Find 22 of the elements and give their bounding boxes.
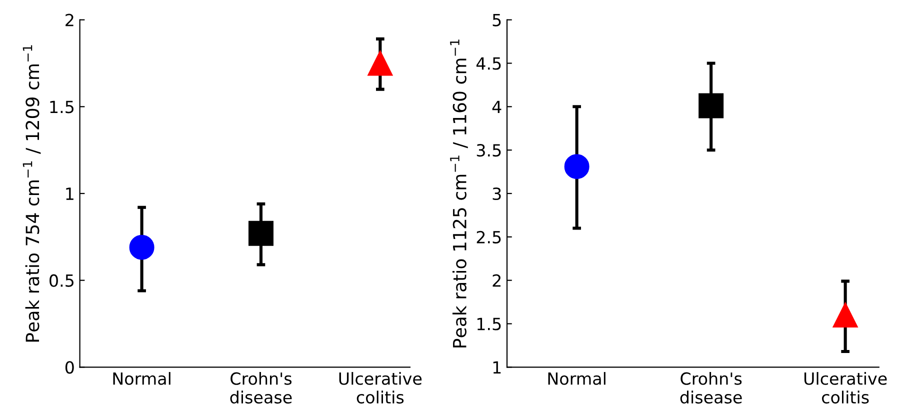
y-tick-label: 1 bbox=[493, 361, 501, 374]
y-tick-label: 1.5 bbox=[50, 100, 74, 114]
y-tick-label: 3.5 bbox=[476, 144, 501, 157]
x-tick-label: Crohn's disease bbox=[680, 372, 742, 404]
y-tick-label: 4.5 bbox=[476, 57, 501, 70]
y-tick-label: 5 bbox=[492, 14, 501, 26]
y-tick-label: 0 bbox=[65, 361, 74, 374]
y-axis-title: Peak ratio 1125 cm$^{−1}$ / 1160 cm$^{−1}$ bbox=[450, 40, 468, 348]
y-axis-title: Peak ratio 754 cm$^{−1}$ / 1209 cm$^{−1}$ bbox=[22, 45, 41, 342]
y-tick-label: 3 bbox=[492, 187, 501, 200]
y-tick-label: 1.5 bbox=[477, 318, 501, 330]
y-tick-label: 0.5 bbox=[50, 274, 74, 287]
x-tick-label: Normal bbox=[548, 372, 606, 385]
x-tick-label: Normal bbox=[113, 372, 170, 385]
x-tick-label: Crohn's disease bbox=[230, 372, 292, 404]
x-tick-label: Ulcerative colitis bbox=[339, 372, 422, 404]
y-tick-label: 2 bbox=[492, 274, 500, 287]
y-tick-label: 2 bbox=[66, 14, 74, 26]
y-tick-label: 2.5 bbox=[476, 230, 501, 244]
y-tick-label: 1 bbox=[66, 188, 74, 200]
y-tick-label: 4 bbox=[492, 100, 502, 113]
x-tick-label: Ulcerative colitis bbox=[804, 372, 887, 404]
